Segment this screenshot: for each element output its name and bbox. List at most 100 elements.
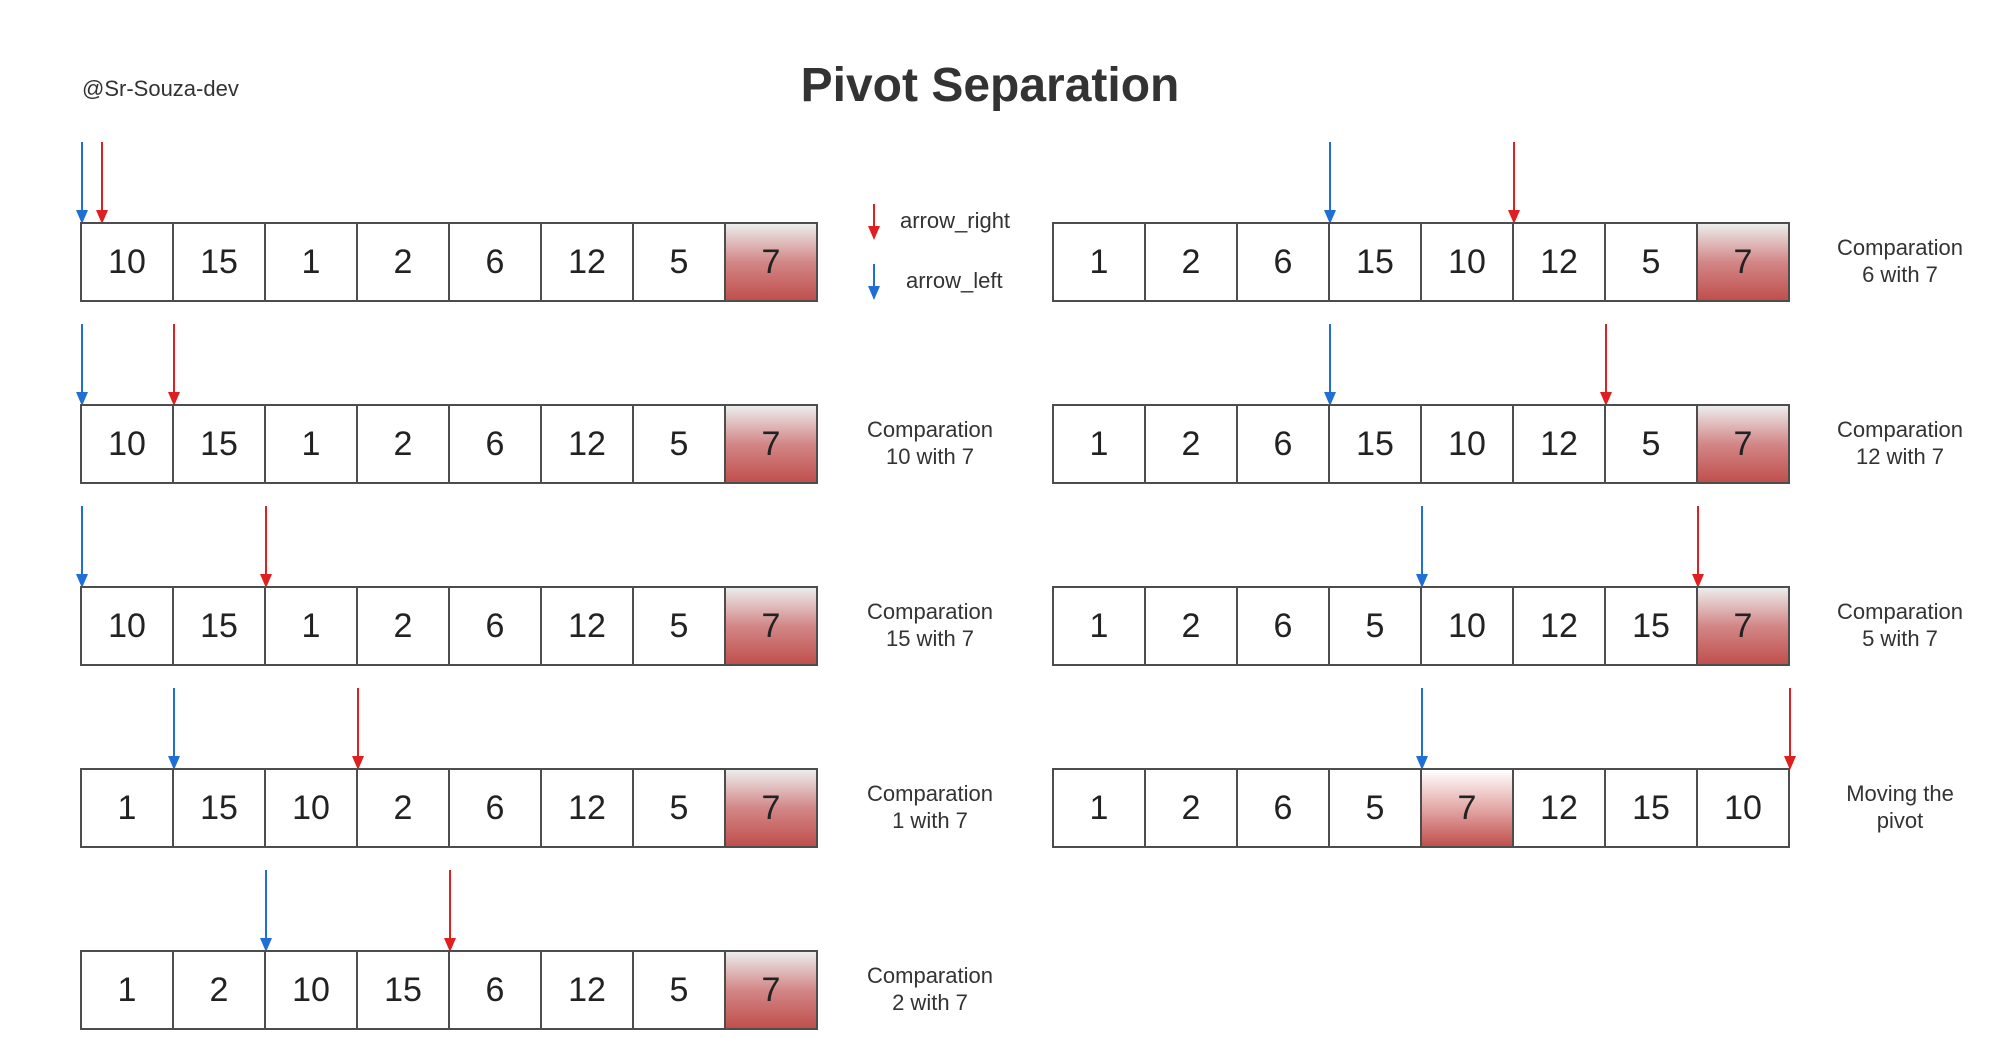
caption-step-9: Moving the pivot (1800, 780, 2000, 834)
arrow-left-pointer (260, 870, 272, 952)
array-cell: 6 (1238, 406, 1330, 482)
pivot-cell: 7 (726, 952, 816, 1028)
array-cell: 15 (1330, 224, 1422, 300)
pivot-cell: 7 (726, 224, 816, 300)
caption-step-7: Comparation 12 with 7 (1800, 416, 2000, 470)
array-cell: 2 (1146, 224, 1238, 300)
array-cell: 1 (1054, 588, 1146, 664)
caption-step-3: Comparation 15 with 7 (830, 598, 1030, 652)
array-cell: 15 (1330, 406, 1422, 482)
array-cell: 2 (174, 952, 266, 1028)
array-row-step-2: 10 15 1 2 6 12 5 7 (80, 404, 818, 484)
array-cell: 10 (1422, 406, 1514, 482)
array-cell: 10 (1422, 588, 1514, 664)
arrow-right-pointer (1508, 142, 1520, 224)
array-cell: 10 (266, 770, 358, 846)
array-cell: 5 (1606, 406, 1698, 482)
array-cell: 5 (634, 952, 726, 1028)
arrow-right-pointer (444, 870, 456, 952)
array-cell: 12 (542, 406, 634, 482)
array-cell: 5 (634, 406, 726, 482)
array-cell: 10 (82, 224, 174, 300)
array-row-step-3: 10 15 1 2 6 12 5 7 (80, 586, 818, 666)
caption-line-2: pivot (1876, 808, 1924, 833)
array-cell: 10 (82, 588, 174, 664)
caption-step-5: Comparation 2 with 7 (830, 962, 1030, 1016)
array-cell: 15 (174, 770, 266, 846)
array-cell: 15 (174, 224, 266, 300)
array-cell: 15 (1606, 588, 1698, 664)
legend-arrow-left (868, 264, 880, 300)
array-cell: 12 (1514, 224, 1606, 300)
arrow-right-pointer (1784, 688, 1796, 770)
caption-line-1: Comparation (867, 963, 993, 988)
array-row-step-6: 1 2 6 15 10 12 5 7 (1052, 222, 1790, 302)
caption-line-1: Comparation (1837, 417, 1963, 442)
arrow-right-pointer (1692, 506, 1704, 588)
array-cell: 1 (1054, 406, 1146, 482)
pivot-cell: 7 (1698, 406, 1788, 482)
array-cell: 2 (358, 770, 450, 846)
caption-line-2: 15 with 7 (885, 626, 975, 651)
arrow-left-pointer (1416, 506, 1428, 588)
pivot-cell: 7 (726, 406, 816, 482)
array-cell: 6 (450, 224, 542, 300)
array-cell: 5 (1606, 224, 1698, 300)
arrow-right-pointer (96, 142, 108, 224)
array-cell: 6 (450, 952, 542, 1028)
array-cell: 15 (1606, 770, 1698, 846)
arrow-right-pointer (1600, 324, 1612, 406)
pivot-cell: 7 (1422, 770, 1514, 846)
array-cell: 1 (266, 224, 358, 300)
array-cell: 6 (1238, 224, 1330, 300)
array-cell: 10 (82, 406, 174, 482)
legend-arrow-left-label: arrow_left (906, 268, 1003, 293)
array-cell: 15 (358, 952, 450, 1028)
arrow-right-pointer (260, 506, 272, 588)
array-cell: 6 (450, 588, 542, 664)
legend-arrow-right-label: arrow_right (900, 208, 1011, 233)
pivot-cell: 7 (1698, 224, 1788, 300)
arrow-left-pointer (168, 688, 180, 770)
caption-step-6: Comparation 6 with 7 (1800, 234, 2000, 288)
array-cell: 6 (1238, 770, 1330, 846)
array-cell: 2 (1146, 406, 1238, 482)
pivot-cell: 7 (1698, 588, 1788, 664)
array-cell: 10 (1724, 788, 1762, 827)
array-cell: 10 (1422, 224, 1514, 300)
author-handle: @Sr-Souza-dev (82, 76, 239, 101)
array-row-step-8: 1 2 6 5 10 12 15 7 (1052, 586, 1790, 666)
caption-line-1: Moving the (1846, 781, 1954, 806)
array-row-step-9: 1 2 6 5 7 12 15 10 (1052, 768, 1790, 848)
caption-step-2: Comparation 10 with 7 (830, 416, 1030, 470)
caption-line-1: Comparation (1837, 599, 1963, 624)
caption-line-2: 6 with 7 (1862, 262, 1938, 287)
caption-step-4: Comparation 1 with 7 (830, 780, 1030, 834)
array-cell: 5 (634, 588, 726, 664)
array-cell: 12 (542, 224, 634, 300)
array-cell: 1 (1054, 224, 1146, 300)
array-cell: 1 (1054, 770, 1146, 846)
array-cell: 10 (266, 952, 358, 1028)
caption-line-2: 2 with 7 (892, 990, 968, 1015)
array-cell: 6 (450, 770, 542, 846)
arrow-right-pointer (168, 324, 180, 406)
arrow-left-pointer (76, 324, 88, 406)
caption-line-1: Comparation (867, 599, 993, 624)
array-cell: 1 (82, 952, 174, 1028)
array-cell: 12 (1514, 770, 1606, 846)
array-cell: 2 (1146, 588, 1238, 664)
array-cell: 1 (82, 770, 174, 846)
caption-line-1: Comparation (1837, 235, 1963, 260)
legend-arrow-right (868, 204, 880, 240)
array-cell: 2 (1146, 770, 1238, 846)
array-row-step-7: 1 2 6 15 10 12 5 7 (1052, 404, 1790, 484)
array-cell: 12 (542, 588, 634, 664)
array-cell: 6 (1238, 588, 1330, 664)
array-cell: 5 (634, 770, 726, 846)
array-cell: 1 (266, 406, 358, 482)
array-row-step-5: 1 2 10 15 6 12 5 7 (80, 950, 818, 1030)
caption-line-1: Comparation (867, 781, 993, 806)
array-cell: 6 (450, 406, 542, 482)
